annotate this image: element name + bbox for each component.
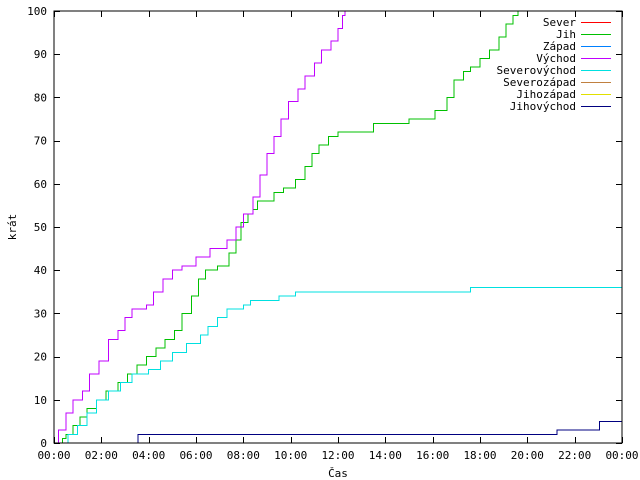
series-line-3 [54,11,346,444]
x-tick-label: 00:00 [37,449,70,462]
x-tick-label: 00:00 [605,449,638,462]
x-axis-label: Čas [328,467,348,480]
legend-label: Jih [556,28,576,41]
legend-label: Severozápad [503,76,576,89]
x-tick-label: 02:00 [85,449,118,462]
legend-label: Severovýchod [497,64,576,77]
legend-label: Jihovýchod [510,100,576,113]
x-tick-label: 22:00 [558,449,591,462]
x-tick-label: 14:00 [369,449,402,462]
legend-label: Západ [543,40,576,53]
series-line-7 [136,420,622,444]
y-tick-label: 10 [34,394,47,407]
x-tick-label: 04:00 [132,449,165,462]
y-tick-label: 80 [34,91,47,104]
x-tick-label: 12:00 [321,449,354,462]
x-axis-ticks: 00:00 02:00 04:00 06:00 08:00 10:00 12:00 14:00… [37,11,639,462]
x-tick-label: 08:00 [227,449,260,462]
series-layer [54,11,622,444]
x-tick-label: 18:00 [463,449,496,462]
y-tick-label: 50 [34,221,47,234]
series-line-1 [54,11,519,444]
legend-label: Jihozápad [516,88,576,101]
y-tick-label: 100 [27,5,47,18]
y-axis-label: krát [6,214,19,241]
x-tick-label: 20:00 [511,449,544,462]
y-tick-label: 30 [34,307,47,320]
y-tick-label: 20 [34,351,47,364]
y-tick-label: 0 [40,437,47,450]
y-tick-label: 90 [34,48,47,61]
legend: SeverJihZápadVýchodSeverovýchodSeverozáp… [497,16,611,113]
legend-label: Sever [543,16,576,29]
y-tick-label: 70 [34,135,47,148]
y-axis-ticks: 0 10 20 30 40 50 60 70 80 90 100 [27,5,622,450]
x-tick-label: 16:00 [416,449,449,462]
series-line-4 [54,287,622,444]
y-tick-label: 60 [34,178,47,191]
x-tick-label: 06:00 [179,449,212,462]
y-tick-label: 40 [34,264,47,277]
x-tick-label: 10:00 [274,449,307,462]
legend-label: Východ [536,52,576,65]
